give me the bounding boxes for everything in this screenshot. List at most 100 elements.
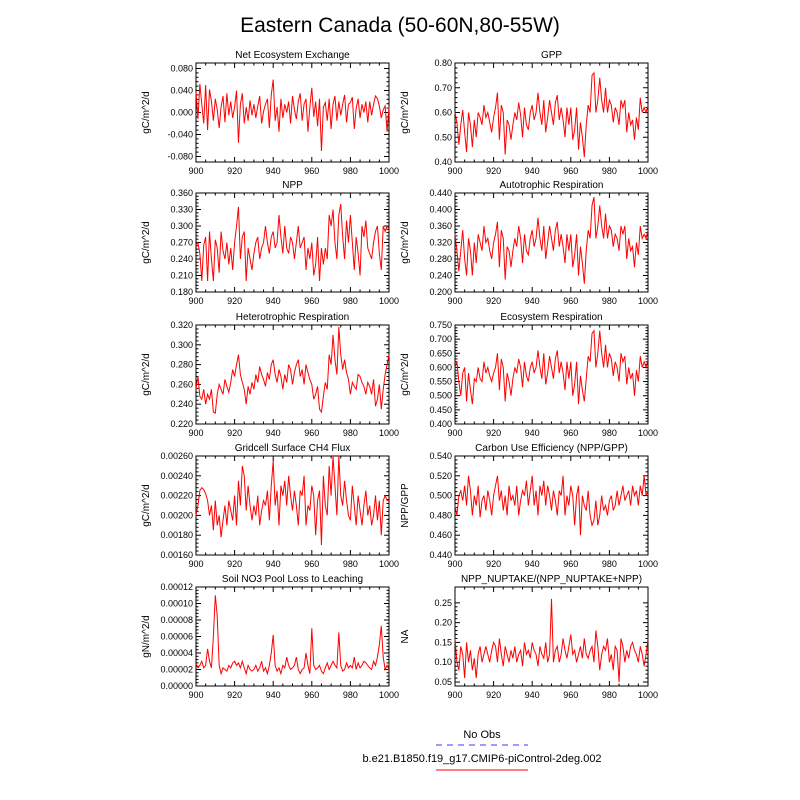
y-tick-label: 0.440	[429, 188, 452, 198]
y-tick-label: 0.080	[170, 64, 193, 74]
y-tick-label: 0.330	[170, 205, 193, 215]
y-tick-label: 0.20	[434, 618, 452, 628]
y-tick-label: 0.70	[434, 83, 452, 93]
y-tick-label: 0.520	[429, 471, 452, 481]
y-tick-label: 0.00010	[160, 599, 193, 609]
x-tick-label: 960	[304, 428, 319, 438]
x-tick-label: 900	[447, 166, 462, 176]
y-tick-label: 0.220	[170, 419, 193, 429]
x-tick-label: 1000	[379, 296, 399, 306]
legend-obs-label: No Obs	[463, 729, 501, 741]
y-tick-label: 0.60	[434, 108, 452, 118]
y-tick-label: 0.540	[429, 451, 452, 461]
figure-title: Eastern Canada (50-60N,80-55W)	[240, 14, 560, 37]
y-tick-label: 0.00260	[160, 451, 193, 461]
x-tick-label: 960	[563, 559, 578, 569]
x-tick-label: 1000	[379, 428, 399, 438]
x-tick-label: 960	[563, 690, 578, 700]
x-tick-label: 1000	[379, 559, 399, 569]
x-tick-label: 1000	[379, 166, 399, 176]
x-tick-label: 960	[563, 428, 578, 438]
x-tick-label: 1000	[638, 690, 658, 700]
x-tick-label: 960	[563, 296, 578, 306]
x-tick-label: 920	[486, 559, 501, 569]
x-tick-label: 900	[188, 690, 203, 700]
panel-title: NPP_NUPTAKE/(NPP_NUPTAKE+NPP)	[461, 574, 642, 585]
y-axis-label: gC/m^2/d	[141, 91, 152, 134]
y-tick-label: 0.240	[429, 271, 452, 281]
y-tick-label: 0.180	[170, 287, 193, 297]
y-tick-label: 0.700	[429, 334, 452, 344]
panel-2: GPP gC/m^2/d 900 920 940 960 980 1000 0.40 0.50 0.…	[400, 50, 658, 176]
y-axis-label: gC/m^2/d	[400, 221, 411, 264]
series-line	[454, 197, 649, 284]
x-tick-label: 920	[227, 559, 242, 569]
panel-7: Gridcell Surface CH4 Flux gC/m^2/d 900 920 9…	[141, 443, 399, 569]
y-tick-label: 0.00240	[160, 471, 193, 481]
x-tick-label: 980	[602, 690, 617, 700]
plot-frame	[195, 62, 390, 163]
y-tick-label: 0.300	[170, 221, 193, 231]
x-tick-label: 960	[304, 690, 319, 700]
y-tick-label: 0.300	[170, 340, 193, 350]
panel-4: Autotrophic Respiration gC/m^2/d 900 920 940…	[400, 180, 658, 306]
panel-title: Soil NO3 Pool Loss to Leaching	[222, 574, 363, 585]
x-tick-label: 980	[602, 296, 617, 306]
x-tick-label: 900	[447, 428, 462, 438]
x-tick-label: 940	[525, 296, 540, 306]
y-tick-label: 0.400	[429, 419, 452, 429]
series-line	[195, 326, 390, 414]
x-tick-label: 1000	[638, 296, 658, 306]
panel-title: Carbon Use Efficiency (NPP/GPP)	[475, 443, 628, 454]
panel-title: Autotrophic Respiration	[500, 180, 604, 191]
x-tick-label: 900	[188, 428, 203, 438]
x-tick-label: 940	[525, 428, 540, 438]
x-tick-label: 920	[486, 166, 501, 176]
y-tick-label: 0.00006	[160, 632, 193, 642]
y-tick-label: 0.240	[170, 254, 193, 264]
x-tick-label: 1000	[638, 559, 658, 569]
y-tick-label: 0.400	[429, 205, 452, 215]
y-tick-label: 0.80	[434, 58, 452, 68]
y-axis-label: gC/m^2/d	[141, 221, 152, 264]
y-tick-label: 0.450	[429, 405, 452, 415]
plot-frame	[454, 192, 649, 293]
x-tick-label: 900	[447, 296, 462, 306]
x-tick-label: 980	[343, 166, 358, 176]
y-tick-label: 0.440	[429, 550, 452, 560]
y-axis-label: gC/m^2/d	[400, 353, 411, 396]
x-tick-label: 1000	[379, 690, 399, 700]
x-tick-label: 900	[188, 559, 203, 569]
series-line	[195, 455, 389, 546]
y-tick-label: 0.750	[429, 320, 452, 330]
panel-title: NPP	[282, 180, 303, 191]
y-tick-label: 0.200	[429, 287, 452, 297]
panel-10: NPP_NUPTAKE/(NPP_NUPTAKE+NPP) NA 900 920 940…	[400, 574, 658, 700]
panel-title: Gridcell Surface CH4 Flux	[235, 443, 351, 454]
x-tick-label: 1000	[638, 428, 658, 438]
y-tick-label: 0.00002	[160, 665, 193, 675]
x-tick-label: 940	[266, 559, 281, 569]
x-tick-label: 920	[227, 296, 242, 306]
panel-1: Net Ecosystem Exchange gC/m^2/d 900 920 940 9…	[141, 50, 399, 176]
y-tick-label: 0.00200	[160, 510, 193, 520]
y-tick-label: 0.25	[434, 598, 452, 608]
y-tick-label: 0.50	[434, 132, 452, 142]
x-tick-label: 1000	[638, 166, 658, 176]
panel-title: Heterotrophic Respiration	[236, 312, 349, 323]
y-tick-label: 0.360	[170, 188, 193, 198]
y-tick-label: 0.00004	[160, 648, 193, 658]
y-tick-label: 0.10	[434, 657, 452, 667]
y-tick-label: 0.00220	[160, 491, 193, 501]
panel-3: NPP gC/m^2/d 900 920 940 960 980 1000 0.180 0.210…	[141, 180, 399, 306]
x-tick-label: 900	[188, 166, 203, 176]
y-tick-label: 0.00012	[160, 582, 193, 592]
x-tick-label: 900	[447, 690, 462, 700]
x-tick-label: 920	[486, 428, 501, 438]
panel-title: GPP	[541, 50, 562, 61]
series-line	[454, 475, 649, 536]
y-tick-label: 0.15	[434, 637, 452, 647]
y-tick-label: 0.600	[429, 362, 452, 372]
y-tick-label: 0.280	[170, 360, 193, 370]
